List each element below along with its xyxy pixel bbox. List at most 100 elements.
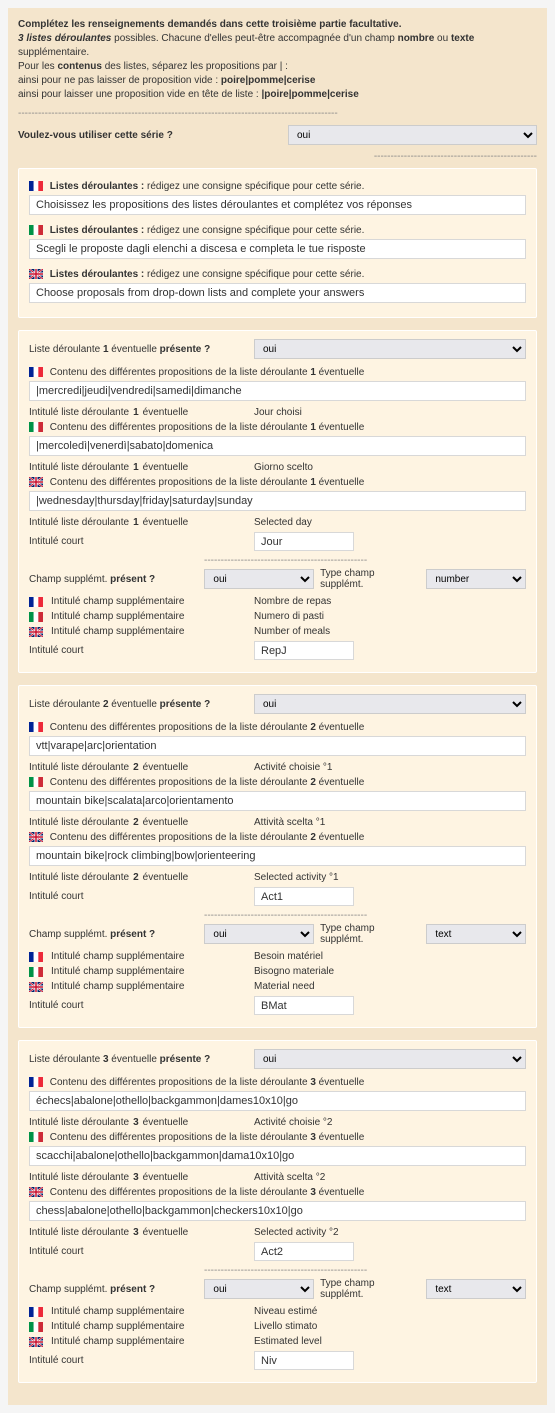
short-label: Intitulé court — [29, 1246, 254, 1257]
list-panel-2: Liste déroulante 2 éventuelle présente ?… — [18, 685, 537, 1028]
list-present-label: Liste déroulante 2 éventuelle présente ? — [29, 699, 254, 710]
sup-present-select[interactable]: oui — [204, 569, 314, 589]
sup-label-fr: Intitulé champ supplémentaire — [29, 596, 254, 607]
sup-label-en: Intitulé champ supplémentaire — [29, 626, 254, 637]
sup-value-fr: Niveau estimé — [254, 1306, 526, 1317]
title-value-it: Giorno scelto — [254, 462, 526, 473]
sup-present-label: Champ supplémt. présent ? — [29, 929, 198, 940]
flag-fr-icon — [29, 1077, 43, 1087]
content-input-it[interactable] — [29, 436, 526, 456]
sup-value-en: Estimated level — [254, 1336, 526, 1347]
short-input[interactable] — [254, 887, 354, 906]
flag-fr-icon — [29, 1307, 43, 1317]
title-value-fr: Activité choisie °1 — [254, 762, 526, 773]
title-value-fr: Activité choisie °2 — [254, 1117, 526, 1128]
title-value-fr: Jour choisi — [254, 407, 526, 418]
flag-it-icon — [29, 967, 43, 977]
title-value-it: Attività scelta °1 — [254, 817, 526, 828]
flag-en-icon — [29, 269, 43, 279]
flag-it-icon — [29, 777, 43, 787]
flag-fr-icon — [29, 367, 43, 377]
flag-it-icon — [29, 1322, 43, 1332]
sup-type-label: Type champ supplémt. — [320, 568, 420, 590]
sup-value-it: Livello stimato — [254, 1321, 526, 1332]
sup-label-en: Intitulé champ supplémentaire — [29, 981, 254, 992]
form-section: Complétez les renseignements demandés da… — [8, 8, 547, 1405]
sup-type-label: Type champ supplémt. — [320, 1278, 420, 1300]
content-input-fr[interactable] — [29, 736, 526, 756]
title-value-en: Selected day — [254, 517, 526, 528]
content-input-it[interactable] — [29, 1146, 526, 1166]
title-label-en: Intitulé liste déroulante 2 éventuelle — [29, 872, 254, 883]
title-value-en: Selected activity °1 — [254, 872, 526, 883]
title-label-fr: Intitulé liste déroulante 3 éventuelle — [29, 1117, 254, 1128]
content-label-fr: Contenu des différentes propositions de … — [29, 367, 526, 378]
content-label-en: Contenu des différentes propositions de … — [29, 1187, 526, 1198]
separator: ----------------------------------------… — [204, 555, 526, 566]
flag-en-icon — [29, 477, 43, 487]
sup-type-select[interactable]: text — [426, 924, 526, 944]
instr-en-input[interactable] — [29, 283, 526, 303]
instr-it-input[interactable] — [29, 239, 526, 259]
content-input-it[interactable] — [29, 791, 526, 811]
content-input-fr[interactable] — [29, 1091, 526, 1111]
separator: ----------------------------------------… — [204, 910, 526, 921]
content-input-en[interactable] — [29, 1201, 526, 1221]
list-present-label: Liste déroulante 3 éventuelle présente ? — [29, 1054, 254, 1065]
flag-fr-icon — [29, 952, 43, 962]
sup-short-label: Intitulé court — [29, 1355, 254, 1366]
sup-type-label: Type champ supplémt. — [320, 923, 420, 945]
sup-label-fr: Intitulé champ supplémentaire — [29, 1306, 254, 1317]
content-label-fr: Contenu des différentes propositions de … — [29, 722, 526, 733]
sup-value-en: Number of meals — [254, 626, 526, 637]
instructions-panel: Listes déroulantes : rédigez une consign… — [18, 168, 537, 318]
sup-value-en: Material need — [254, 981, 526, 992]
title-value-en: Selected activity °2 — [254, 1227, 526, 1238]
content-input-en[interactable] — [29, 846, 526, 866]
content-label-fr: Contenu des différentes propositions de … — [29, 1077, 526, 1088]
sup-short-input[interactable] — [254, 641, 354, 660]
flag-fr-icon — [29, 597, 43, 607]
list-present-label: Liste déroulante 1 éventuelle présente ? — [29, 344, 254, 355]
content-input-en[interactable] — [29, 491, 526, 511]
list-present-select[interactable]: oui — [254, 1049, 526, 1069]
sup-short-input[interactable] — [254, 1351, 354, 1370]
instr-it-label: Listes déroulantes : rédigez une consign… — [29, 225, 526, 236]
sup-present-label: Champ supplémt. présent ? — [29, 574, 198, 585]
sup-label-it: Intitulé champ supplémentaire — [29, 611, 254, 622]
instr-fr-input[interactable] — [29, 195, 526, 215]
list-present-select[interactable]: oui — [254, 339, 526, 359]
sup-value-it: Numero di pasti — [254, 611, 526, 622]
intro-text: Complétez les renseignements demandés da… — [18, 18, 537, 102]
flag-fr-icon — [29, 722, 43, 732]
content-label-en: Contenu des différentes propositions de … — [29, 477, 526, 488]
sup-short-input[interactable] — [254, 996, 354, 1015]
title-value-it: Attività scelta °2 — [254, 1172, 526, 1183]
sup-type-select[interactable]: number — [426, 569, 526, 589]
short-input[interactable] — [254, 532, 354, 551]
flag-it-icon — [29, 225, 43, 235]
sup-type-select[interactable]: text — [426, 1279, 526, 1299]
short-input[interactable] — [254, 1242, 354, 1261]
sup-value-it: Bisogno materiale — [254, 966, 526, 977]
sup-present-select[interactable]: oui — [204, 1279, 314, 1299]
use-series-select[interactable]: oui — [288, 125, 537, 145]
list-panel-1: Liste déroulante 1 éventuelle présente ?… — [18, 330, 537, 673]
content-input-fr[interactable] — [29, 381, 526, 401]
content-label-it: Contenu des différentes propositions de … — [29, 777, 526, 788]
content-label-it: Contenu des différentes propositions de … — [29, 422, 526, 433]
instr-fr-label: Listes déroulantes : rédigez une consign… — [29, 181, 526, 192]
content-label-en: Contenu des différentes propositions de … — [29, 832, 526, 843]
flag-it-icon — [29, 612, 43, 622]
flag-en-icon — [29, 1187, 43, 1197]
list-present-select[interactable]: oui — [254, 694, 526, 714]
sup-value-fr: Nombre de repas — [254, 596, 526, 607]
title-label-en: Intitulé liste déroulante 1 éventuelle — [29, 517, 254, 528]
title-label-it: Intitulé liste déroulante 1 éventuelle — [29, 462, 254, 473]
sup-present-select[interactable]: oui — [204, 924, 314, 944]
flag-en-icon — [29, 627, 43, 637]
title-label-it: Intitulé liste déroulante 2 éventuelle — [29, 817, 254, 828]
sup-label-en: Intitulé champ supplémentaire — [29, 1336, 254, 1347]
sup-present-label: Champ supplémt. présent ? — [29, 1284, 198, 1295]
use-series-label: Voulez-vous utiliser cette série ? — [18, 130, 173, 141]
